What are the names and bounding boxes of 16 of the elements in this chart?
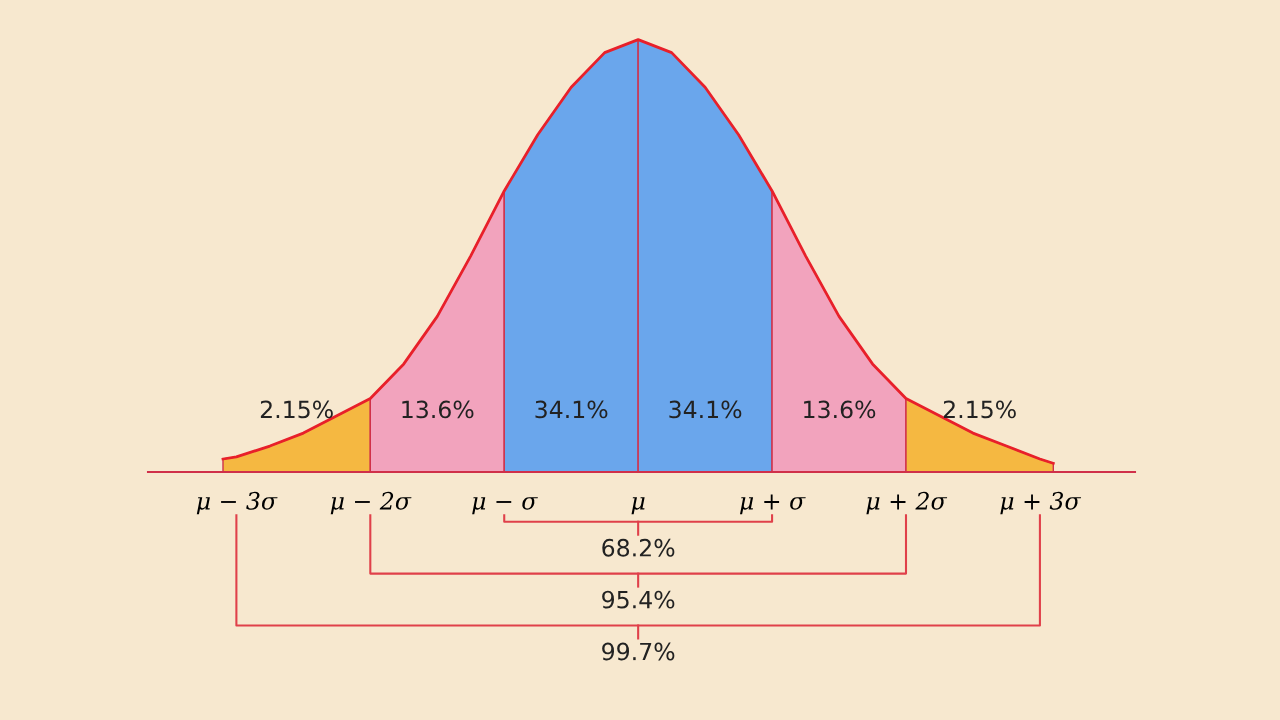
x-tick-label: μ − 2σ [330,491,412,515]
annotation: 13.6% [804,400,876,419]
text: 68.2% [602,538,675,557]
text: 99.7% [602,642,675,661]
x-tick-label: μ − 3σ [196,491,278,515]
annotation: 34.1% [669,400,742,419]
x-tick-label: μ [631,497,645,515]
annotation: 2.15% [260,400,333,419]
x-tick-label: μ + σ [739,494,806,515]
text: 95.4% [602,590,675,609]
x-tick-label: μ − σ [472,497,538,515]
x-tick-label: μ + 2σ [866,491,948,515]
x-tick-label: μ + 3σ [1000,491,1082,515]
annotation: 13.6% [402,400,474,419]
annotation: 2.15% [943,400,1016,419]
annotation: 34.1% [535,400,608,419]
